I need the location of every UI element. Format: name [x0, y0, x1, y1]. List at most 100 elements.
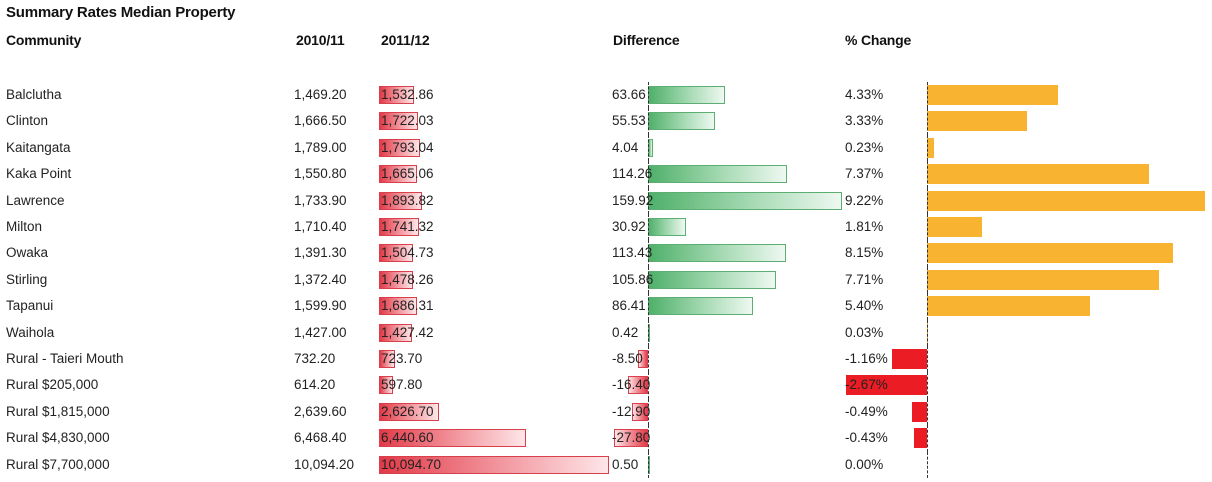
difference-cell: 113.43	[612, 245, 653, 261]
pct-change-axis	[927, 451, 928, 478]
pct-change-axis	[927, 214, 928, 241]
databar-difference	[648, 86, 726, 104]
databar-pct-change	[927, 111, 1028, 132]
community-cell: Stirling	[6, 271, 48, 287]
difference-axis	[648, 266, 649, 294]
difference-cell: -8.50	[612, 351, 643, 366]
pct-change-cell: 3.33%	[845, 113, 884, 129]
difference-cell: -12.90	[612, 403, 651, 419]
pct-change-cell: 8.15%	[845, 245, 884, 261]
pct-change-axis	[927, 161, 928, 188]
table-row: Rural $205,000 614.20 597.80 -16.40 -2.67%	[0, 372, 1212, 399]
pct-change-cell: 5.40%	[845, 298, 884, 314]
value-2011-cell: 1,722.03	[381, 113, 434, 129]
value-2010-cell: 1,599.90	[294, 298, 347, 314]
header-difference: Difference	[613, 32, 680, 48]
pct-change-axis	[927, 240, 928, 267]
databar-difference	[632, 402, 648, 421]
community-cell: Tapanui	[6, 298, 54, 314]
value-2010-cell: 1,789.00	[294, 139, 347, 155]
value-2011-cell: 1,893.82	[381, 192, 434, 208]
header-2011-12: 2011/12	[381, 32, 430, 48]
databar-pct-change	[912, 401, 927, 422]
difference-axis	[648, 108, 649, 135]
difference-axis	[648, 82, 649, 109]
header-community: Community	[6, 32, 82, 48]
databar-difference	[648, 218, 686, 236]
header-2010-11: 2010/11	[296, 32, 345, 48]
value-2011-cell: 10,094.70	[381, 456, 442, 472]
value-2010-cell: 1,372.40	[294, 271, 347, 287]
value-2010-cell: 1,550.80	[294, 166, 347, 182]
pct-change-axis	[927, 398, 928, 426]
pct-change-cell: -0.43%	[845, 430, 888, 446]
pct-change-cell: -0.49%	[845, 403, 888, 419]
value-2010-cell: 2,639.60	[294, 403, 347, 419]
difference-axis	[648, 293, 649, 320]
value-2011-cell: 597.80	[381, 377, 423, 393]
difference-axis	[648, 187, 649, 214]
value-2010-cell: 1,391.30	[294, 245, 347, 261]
value-2010-cell: 1,666.50	[294, 113, 347, 129]
value-2011-cell: 1,504.73	[381, 245, 434, 261]
value-2010-cell: 1,469.20	[294, 87, 347, 102]
databar-2011	[379, 455, 609, 474]
community-cell: Rural $205,000	[6, 377, 99, 393]
databar-pct-change	[846, 375, 927, 396]
value-2010-cell: 10,094.20	[294, 456, 355, 472]
pct-change-axis	[927, 293, 928, 320]
value-2011-cell: 1,532.86	[381, 87, 434, 102]
pct-change-axis	[927, 82, 928, 109]
value-2011-cell: 723.70	[381, 351, 423, 366]
databar-2011	[379, 297, 418, 316]
pct-change-axis	[927, 187, 928, 214]
difference-cell: 0.42	[612, 324, 639, 340]
databar-pct-change	[927, 164, 1150, 185]
community-cell: Owaka	[6, 245, 49, 261]
table-row: Kaka Point 1,550.80 1,665.06 114.26 7.37%	[0, 161, 1212, 188]
databar-2011	[379, 112, 419, 131]
table-row: Tapanui 1,599.90 1,686.31 86.41 5.40%	[0, 293, 1212, 320]
databar-difference	[614, 429, 648, 448]
databar-pct-change	[927, 85, 1058, 105]
community-cell: Rural $7,700,000	[6, 456, 110, 472]
table-row: Owaka 1,391.30 1,504.73 113.43 8.15%	[0, 240, 1212, 267]
pct-change-axis	[927, 425, 928, 452]
databar-pct-change	[927, 137, 934, 158]
table-row: Balclutha 1,469.20 1,532.86 63.66 4.33%	[0, 82, 1212, 109]
databar-pct-change	[927, 243, 1173, 264]
pct-change-cell: 1.81%	[845, 219, 884, 234]
difference-axis	[648, 134, 649, 162]
databar-2011	[379, 244, 414, 263]
databar-2011	[379, 323, 412, 342]
value-2010-cell: 1,710.40	[294, 219, 347, 234]
databar-pct-change	[927, 269, 1160, 290]
difference-cell: 86.41	[612, 298, 646, 314]
difference-cell: 63.66	[612, 87, 646, 102]
databar-2011	[379, 138, 420, 157]
pct-change-cell: 0.23%	[845, 139, 884, 155]
pct-change-cell: 4.33%	[845, 87, 884, 102]
difference-cell: 55.53	[612, 113, 646, 129]
value-2011-cell: 6,440.60	[381, 430, 434, 446]
value-2011-cell: 2,626.70	[381, 403, 434, 419]
value-2010-cell: 1,427.00	[294, 324, 347, 340]
sheet-title: Summary Rates Median Property	[6, 4, 236, 21]
databar-pct-change	[927, 217, 982, 237]
difference-axis	[648, 214, 649, 241]
table-row: Milton 1,710.40 1,741.32 30.92 1.81%	[0, 214, 1212, 241]
value-2010-cell: 6,468.40	[294, 430, 347, 446]
databar-2011	[379, 86, 414, 104]
difference-cell: 0.50	[612, 456, 639, 472]
pct-change-axis	[927, 346, 928, 373]
value-2011-cell: 1,686.31	[381, 298, 434, 314]
difference-axis	[648, 451, 649, 478]
value-2010-cell: 1,733.90	[294, 192, 347, 208]
difference-axis	[648, 372, 649, 399]
pct-change-cell: 7.71%	[845, 271, 884, 287]
table-row: Clinton 1,666.50 1,722.03 55.53 3.33%	[0, 108, 1212, 135]
pct-change-cell: 9.22%	[845, 192, 884, 208]
databar-difference	[648, 191, 842, 210]
pct-change-axis	[927, 108, 928, 135]
